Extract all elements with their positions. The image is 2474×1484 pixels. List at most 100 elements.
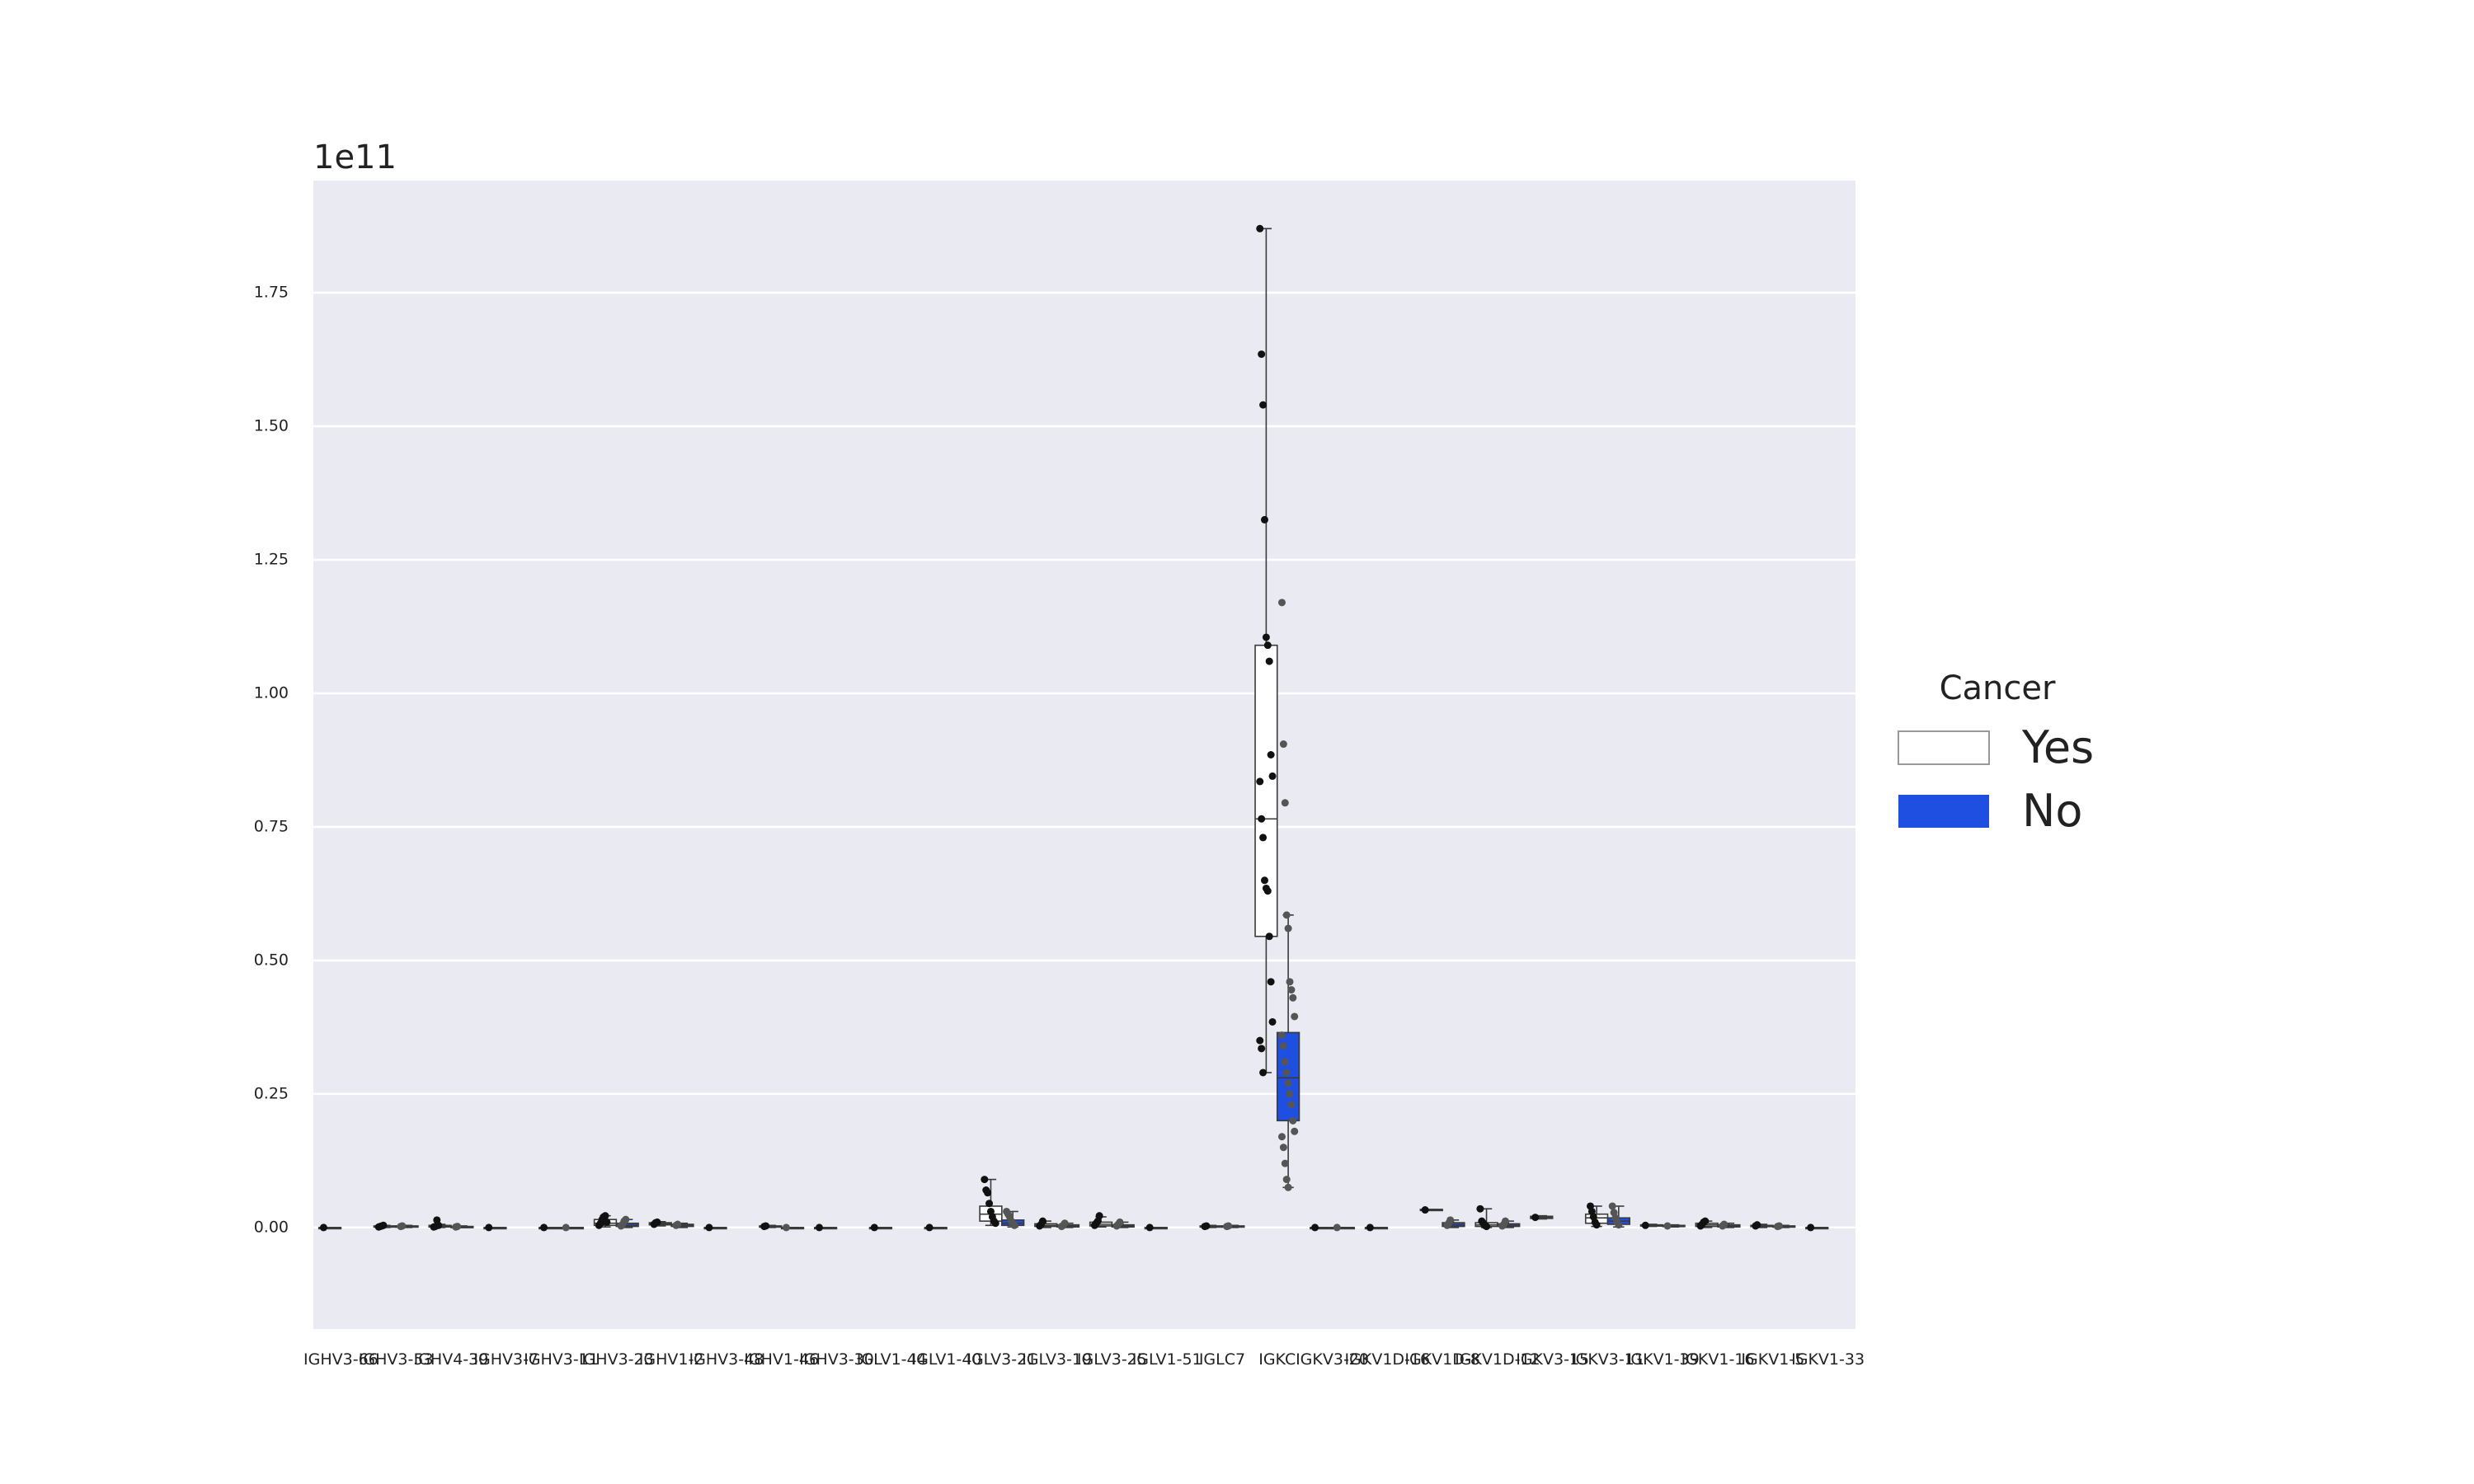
data-point <box>1259 834 1268 842</box>
box-no-iglv3-25 <box>1111 1218 1135 1230</box>
data-point <box>1279 1042 1287 1050</box>
box-no-igkv1-16 <box>1717 1220 1741 1230</box>
data-point <box>815 1223 823 1232</box>
data-point <box>1333 1223 1341 1232</box>
data-point <box>1289 993 1297 1002</box>
y-tick-label: 1.25 <box>254 551 289 569</box>
data-point <box>1277 599 1286 607</box>
box-yes-iglv1-51 <box>1144 1223 1168 1232</box>
legend-swatch-yes <box>1898 730 1990 765</box>
box-yes-igkv1d-8 <box>1419 1206 1443 1214</box>
box-no-igkv3-20 <box>1331 1223 1356 1232</box>
data-point <box>1268 772 1277 780</box>
box-no-igkv1d-8 <box>1442 1216 1465 1229</box>
box-no-ighv3-11 <box>560 1223 585 1232</box>
data-point <box>1282 911 1291 919</box>
legend-label-yes: Yes <box>2021 721 2094 773</box>
data-point <box>1289 1116 1297 1125</box>
legend: Cancer Yes No <box>1898 669 2094 837</box>
box-yes-ighv1-2 <box>648 1218 672 1228</box>
x-tick-label: IGHV3-66 <box>303 1350 379 1369</box>
data-point <box>1284 924 1292 932</box>
plot-background <box>313 181 1856 1329</box>
data-point <box>454 1223 462 1231</box>
data-point <box>1483 1223 1491 1231</box>
data-point <box>1807 1223 1815 1232</box>
box-yes-iglv3-25 <box>1089 1212 1113 1229</box>
data-point <box>1615 1221 1623 1229</box>
data-point <box>1281 799 1289 807</box>
data-point <box>1608 1202 1616 1210</box>
data-point <box>1311 1223 1319 1232</box>
x-tick-label: IGKV1-16 <box>1681 1350 1755 1369</box>
data-point <box>1277 1031 1286 1040</box>
data-point <box>1145 1223 1154 1232</box>
data-point <box>1720 1220 1729 1228</box>
x-tick-label: IGHV3-48 <box>689 1350 764 1369</box>
x-tick-label: IGKV3-11 <box>1571 1350 1644 1369</box>
data-point <box>1258 815 1266 823</box>
data-point <box>398 1222 407 1230</box>
data-point <box>1287 986 1296 994</box>
box-yes-igkv1d-16 <box>1364 1223 1389 1232</box>
data-point <box>1258 350 1266 359</box>
y-axis-ticks: 0.00 0.25 0.50 0.75 1.00 1.25 1.50 1.75 <box>254 284 289 1237</box>
boxes-layer <box>317 224 1829 1232</box>
data-point <box>1641 1221 1649 1229</box>
x-tick-label: IGHV3-30 <box>799 1350 874 1369</box>
x-tick-label: IGLV3-25 <box>1077 1350 1147 1369</box>
data-point <box>1259 1068 1268 1077</box>
box-yes-igkv3-15 <box>1530 1214 1554 1222</box>
box-yes-ighv3-53 <box>373 1221 397 1231</box>
y-axis-scale-offset: 1e11 <box>313 139 397 176</box>
box-no-ighv1-46 <box>780 1223 805 1232</box>
y-tick-label: 1.75 <box>254 284 289 302</box>
data-point <box>1260 876 1268 885</box>
data-point <box>1663 1222 1672 1230</box>
box-no-ighv1-2 <box>670 1220 694 1229</box>
data-point <box>1259 401 1268 409</box>
data-point <box>1366 1223 1374 1232</box>
data-point <box>1282 1068 1291 1077</box>
x-tick-label: IGLV1-51 <box>1132 1350 1202 1369</box>
data-point <box>1476 1205 1484 1213</box>
x-tick-label: IGHV1-2 <box>639 1350 704 1369</box>
box-yes-iglv1-40 <box>924 1223 948 1232</box>
box-yes-ighv3-23 <box>593 1212 618 1229</box>
data-point <box>1775 1222 1783 1230</box>
data-point <box>984 1189 992 1197</box>
y-tick-label: 1.50 <box>254 417 289 435</box>
data-point <box>1268 1017 1277 1026</box>
data-point <box>1279 1144 1287 1152</box>
box-yes-igkv1d-12 <box>1475 1205 1498 1231</box>
data-point <box>1291 1127 1299 1135</box>
x-tick-label: IGLV3-21 <box>967 1350 1037 1369</box>
x-tick-label: IGLV3-19 <box>1022 1350 1092 1369</box>
x-tick-label: IGHV4-39 <box>414 1350 489 1369</box>
box-no-igkv1-39 <box>1662 1222 1686 1230</box>
data-point <box>1282 1176 1291 1184</box>
data-point <box>981 1176 989 1184</box>
x-tick-label: IGHV1-46 <box>744 1350 819 1369</box>
data-point <box>1263 887 1272 895</box>
data-point <box>622 1215 630 1223</box>
data-point <box>1446 1216 1455 1224</box>
data-point <box>435 1221 443 1229</box>
data-point <box>1421 1206 1429 1214</box>
box-yes-iglc7 <box>1199 1222 1223 1231</box>
data-point <box>674 1220 682 1228</box>
box-no-ighv3-23 <box>615 1215 639 1230</box>
box-yes-igkv1-16 <box>1695 1217 1719 1230</box>
data-point <box>1010 1221 1018 1229</box>
data-point <box>1262 633 1270 641</box>
box-yes-ighv1-46 <box>759 1222 783 1231</box>
data-point <box>1256 777 1264 786</box>
x-tick-label: IGKV1D-16 <box>1345 1350 1431 1369</box>
data-point <box>1531 1214 1540 1222</box>
legend-title: Cancer <box>1940 669 2056 707</box>
data-point <box>1284 1183 1292 1191</box>
box-no-igkv1-5 <box>1772 1222 1796 1231</box>
box-yes-igkv3-11 <box>1584 1202 1609 1229</box>
x-tick-label: IGLV1-40 <box>912 1350 982 1369</box>
